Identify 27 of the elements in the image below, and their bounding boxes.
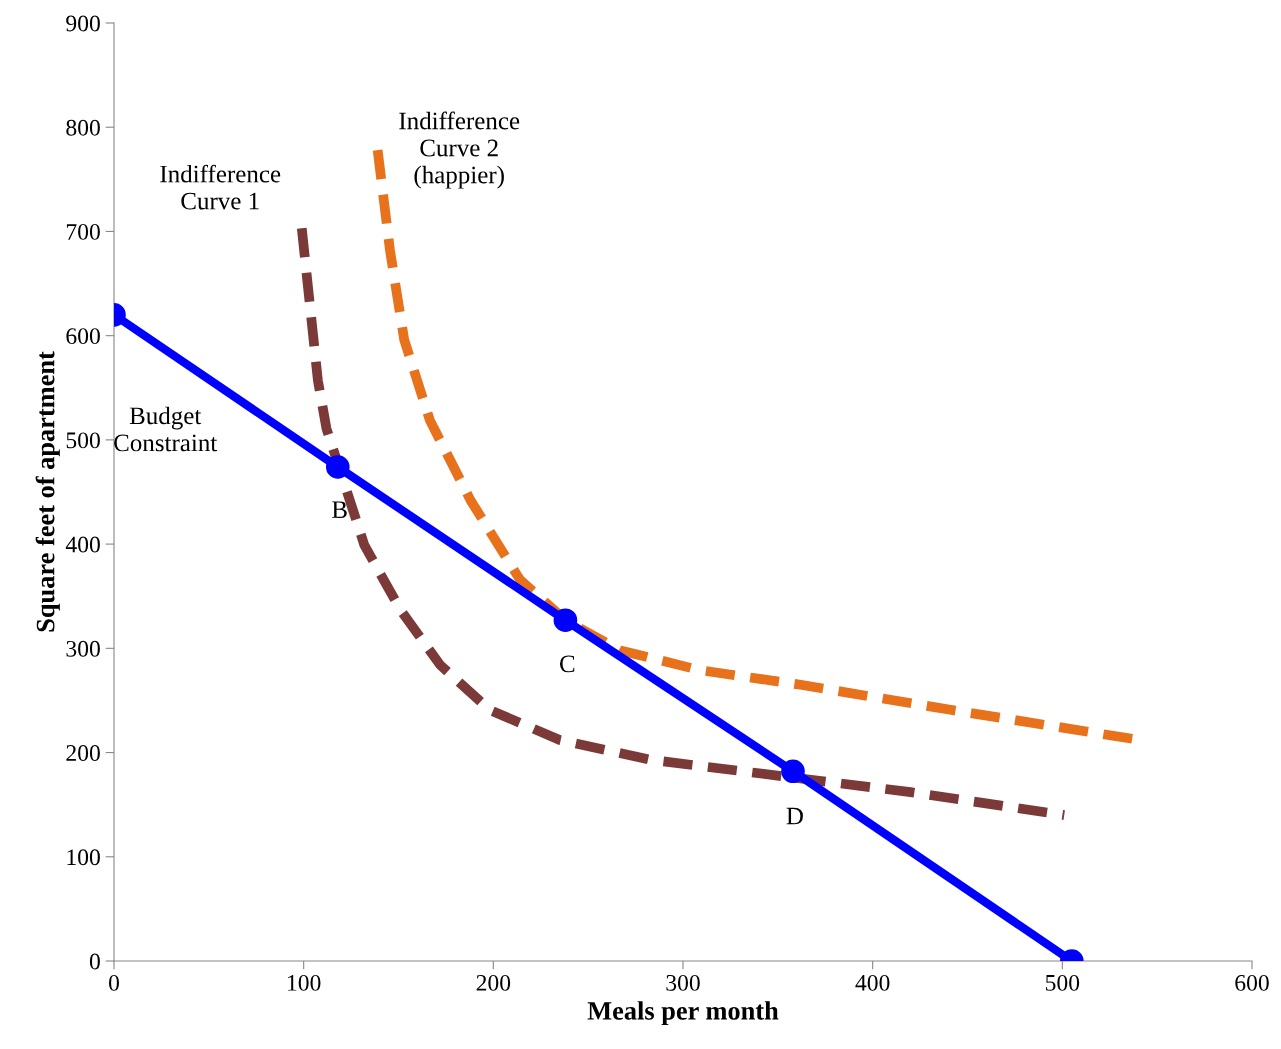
y-tick-label: 100: [67, 849, 100, 866]
y-tick-label: 700: [66, 223, 100, 240]
y-tick-label: 200: [66, 745, 100, 761]
y-tick-label: 0: [89, 953, 100, 970]
x-tick-label: 500: [1046, 974, 1080, 991]
y-tick-label: 900: [66, 15, 100, 32]
y-axis-title: Square feet of apartment: [35, 351, 60, 632]
x-tick-label: 300: [666, 974, 700, 991]
annotation: B: [332, 501, 347, 518]
x-tick-label: 100: [288, 974, 321, 991]
y-tick-label: 500: [66, 432, 100, 449]
annotation: C: [559, 655, 575, 673]
x-tick-label: 600: [1235, 974, 1269, 991]
annotation: Indifference Curve 2 (happier): [399, 111, 520, 189]
x-axis-title: Meals per month: [587, 1001, 779, 1026]
annotation: Indifference Curve 1: [160, 164, 281, 210]
x-tick-label: 400: [855, 974, 890, 991]
x-tick-label: 0: [109, 974, 119, 991]
point: [553, 608, 578, 632]
annotation: D: [786, 807, 803, 825]
point: [781, 759, 805, 784]
x-tick-label: 200: [476, 974, 511, 991]
y-tick-label: 600: [66, 328, 100, 345]
y-tick-label: 400: [65, 536, 100, 553]
annotation: Budget Constraint: [114, 406, 218, 452]
y-tick-label: 800: [66, 119, 100, 136]
y-tick-label: 300: [66, 640, 100, 657]
